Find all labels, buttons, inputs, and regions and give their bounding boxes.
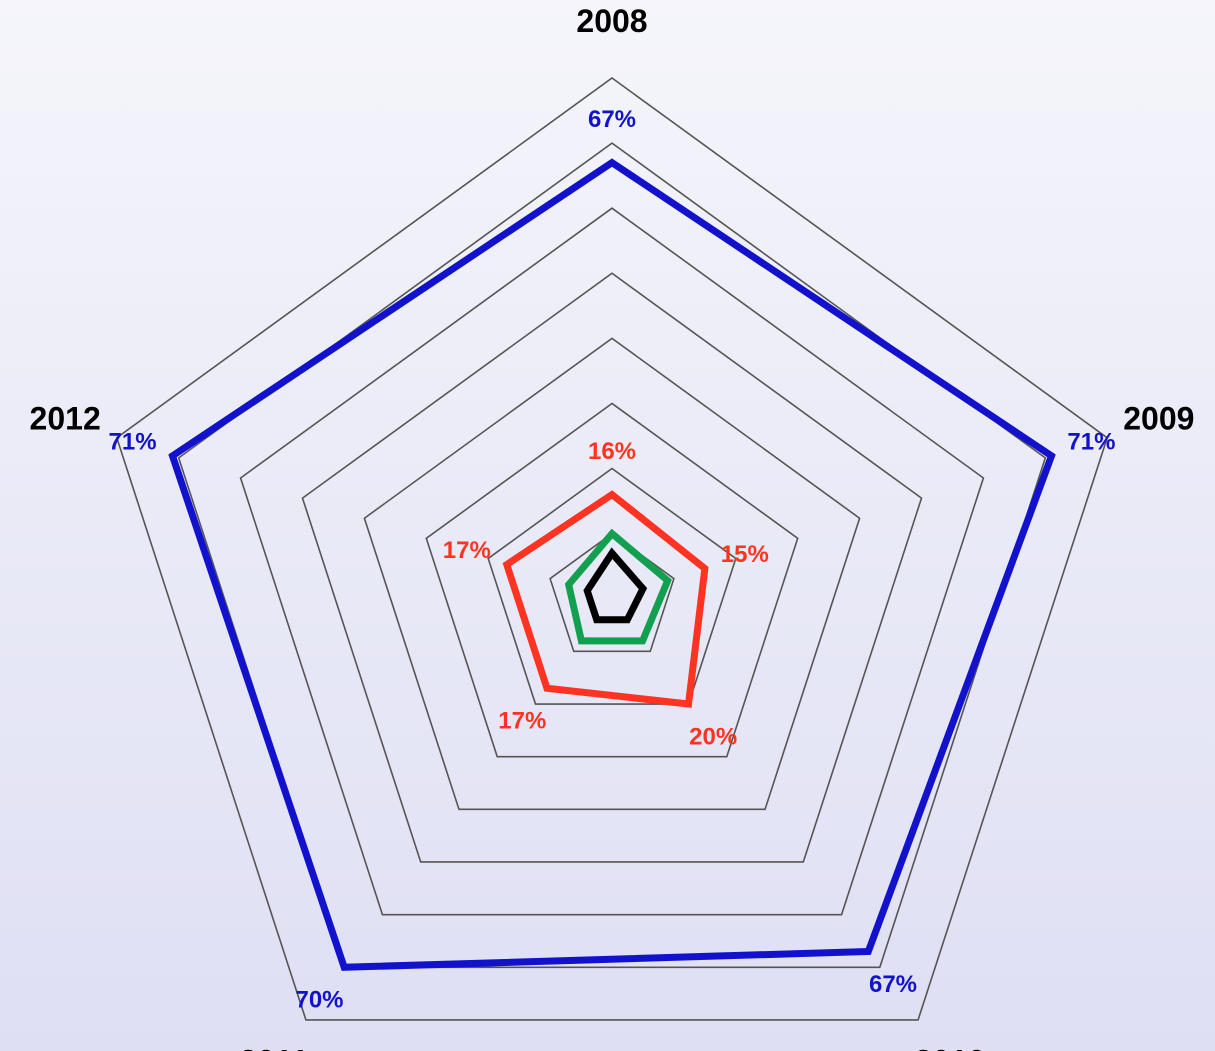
grid-ring bbox=[549, 532, 675, 653]
category-label: 2012 bbox=[30, 400, 101, 436]
series-line bbox=[168, 158, 1056, 971]
series-line bbox=[583, 547, 648, 624]
value-label: 67% bbox=[869, 971, 917, 998]
grid-ring bbox=[301, 272, 923, 863]
value-label: 16% bbox=[588, 438, 636, 465]
series-line bbox=[564, 528, 672, 645]
series-line bbox=[502, 490, 709, 708]
value-label: 15% bbox=[721, 541, 769, 568]
category-label: 2010 bbox=[914, 1043, 985, 1051]
value-label: 67% bbox=[588, 106, 636, 133]
value-label: 71% bbox=[109, 428, 157, 455]
category-label: 2011 bbox=[239, 1043, 308, 1051]
value-label: 17% bbox=[443, 537, 491, 564]
grid-ring bbox=[425, 402, 799, 758]
grid-ring bbox=[115, 77, 1109, 1021]
value-label: 71% bbox=[1067, 428, 1115, 455]
category-label: 2008 bbox=[576, 3, 647, 39]
grid-ring bbox=[363, 337, 861, 811]
value-label: 70% bbox=[295, 987, 343, 1014]
value-label: 17% bbox=[498, 708, 546, 735]
category-label: 2009 bbox=[1123, 400, 1194, 436]
grid-ring bbox=[487, 467, 737, 705]
grid-ring bbox=[239, 207, 985, 916]
value-label: 20% bbox=[689, 723, 737, 750]
